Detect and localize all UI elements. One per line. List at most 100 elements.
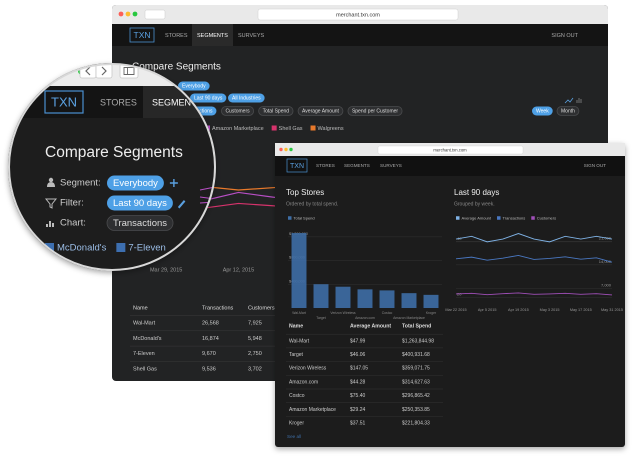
chip-label[interactable]: Total Spend xyxy=(263,109,290,115)
legend-label: Customers xyxy=(537,215,556,220)
legend-label: Average Amount xyxy=(462,215,492,220)
table-cell: Amazon.com xyxy=(289,379,318,385)
chip-label[interactable]: Transactions xyxy=(113,218,167,229)
chip-label[interactable]: Everybody xyxy=(113,178,158,189)
chip-bg xyxy=(190,93,227,103)
window-bg xyxy=(275,143,625,447)
edit-icon[interactable] xyxy=(177,200,186,209)
chip[interactable]: Last 90 days xyxy=(190,93,227,103)
bar xyxy=(401,293,417,308)
forward-button[interactable] xyxy=(95,64,113,79)
chip-label[interactable]: Average Amount xyxy=(302,109,339,115)
chip[interactable]: Average Amount xyxy=(297,106,344,116)
bar xyxy=(335,286,351,308)
logo-box xyxy=(286,158,308,173)
chip-label[interactable]: Week xyxy=(536,109,549,115)
chip[interactable]: Total Spend xyxy=(258,106,294,116)
panel-title: Last 90 days xyxy=(454,188,499,197)
chip-label[interactable]: Spend per Customer xyxy=(352,109,398,115)
table-cell: 7,925 xyxy=(248,320,262,326)
chip[interactable]: Week xyxy=(532,106,553,116)
add-icon[interactable] xyxy=(169,179,178,187)
x-tick-label: Mar 22 2015 xyxy=(445,308,466,312)
nav-link[interactable]: STORES xyxy=(165,33,188,39)
x-tick-label: Wal-Mart xyxy=(292,311,306,315)
chip-label[interactable]: Customers xyxy=(225,109,250,115)
legend-label: McDonald's xyxy=(57,243,107,254)
nav-button[interactable] xyxy=(144,9,166,20)
nav-link[interactable]: SURVEYS xyxy=(238,33,265,39)
table-header: Total Spend xyxy=(402,323,431,329)
legend-label: Amazon Marketplace xyxy=(212,126,264,132)
table-cell: 26,568 xyxy=(202,320,219,326)
window-button[interactable] xyxy=(132,11,138,17)
nav-link[interactable]: SEGMENTS xyxy=(152,97,203,107)
nav-link[interactable]: SURVEYS xyxy=(380,163,402,168)
bar xyxy=(423,294,439,308)
nav-link[interactable]: SEGMENTS xyxy=(197,33,228,39)
page-title: Compare Segments xyxy=(45,144,183,161)
table-cell: $46.06 xyxy=(350,352,366,358)
window-button[interactable] xyxy=(284,147,288,152)
legend-swatch xyxy=(456,216,460,220)
logo: TXN xyxy=(290,163,304,170)
table-cell: $359,071.75 xyxy=(402,366,430,372)
logo: TXN xyxy=(51,94,77,109)
table-header: Customers xyxy=(248,305,275,311)
chip-label[interactable]: Last 90 days xyxy=(194,96,223,102)
x-tick-label: Amazon.com xyxy=(355,316,375,320)
series-line xyxy=(455,255,613,263)
series-line xyxy=(455,233,613,243)
chip[interactable]: Transactions xyxy=(106,215,174,231)
bar-icon xyxy=(576,98,582,103)
chip[interactable]: All Industries xyxy=(228,93,265,103)
chip-label[interactable]: Everybody xyxy=(182,84,206,90)
nav-link[interactable]: STORES xyxy=(100,97,137,107)
chip[interactable]: Everybody xyxy=(178,81,210,91)
table-cell: 7-Eleven xyxy=(133,351,155,357)
chip-label[interactable]: Last 90 days xyxy=(113,198,167,209)
bar xyxy=(357,289,373,308)
window-button[interactable] xyxy=(289,147,293,152)
sign-out[interactable]: SIGN OUT xyxy=(584,163,606,168)
chip[interactable]: Spend per Customer xyxy=(347,106,403,116)
address-bar[interactable] xyxy=(377,145,524,155)
chip-bg xyxy=(107,175,164,191)
row-label: Chart: xyxy=(60,218,86,229)
table-cell: $44.28 xyxy=(350,379,366,385)
table-cell: Kroger xyxy=(289,421,304,427)
legend-label: Transactions xyxy=(503,215,526,220)
sign-out[interactable]: SIGN OUT xyxy=(551,33,578,39)
table-header: Name xyxy=(289,323,303,329)
window-button[interactable] xyxy=(118,11,124,17)
window-button[interactable] xyxy=(46,67,54,75)
x-tick-label: Target xyxy=(316,316,325,320)
chip[interactable]: Last 90 days xyxy=(107,195,173,211)
table-cell: $1,263,844.98 xyxy=(402,338,434,344)
x-tick-label: May 31 2015 xyxy=(601,308,623,312)
chip[interactable]: Everybody xyxy=(107,175,164,191)
see-all-link[interactable]: See all xyxy=(287,434,301,439)
table-cell: Verizon Wireless xyxy=(289,366,327,372)
logo-box xyxy=(44,90,84,114)
legend-swatch xyxy=(116,243,126,252)
segment-icon xyxy=(47,177,55,187)
address-bar[interactable] xyxy=(257,8,459,21)
legend-swatch xyxy=(271,125,277,131)
window-button[interactable] xyxy=(279,147,283,152)
chip[interactable]: Month xyxy=(556,106,580,116)
table-header: Name xyxy=(133,305,148,311)
panel-subtitle: Ordered by total spend. xyxy=(286,201,338,207)
chip-bg xyxy=(297,106,344,116)
chip[interactable]: Customers xyxy=(221,106,255,116)
chip-label[interactable]: Month xyxy=(561,109,575,115)
table-cell: 5,948 xyxy=(248,336,262,342)
window-button[interactable] xyxy=(125,11,131,17)
nav-link[interactable]: SEGMENTS xyxy=(344,163,370,168)
chip-label[interactable]: All Industries xyxy=(232,96,261,102)
table-cell: $147.05 xyxy=(350,366,368,372)
table-cell: $29.24 xyxy=(350,407,366,413)
table-cell: Target xyxy=(289,352,304,358)
nav-link[interactable]: STORES xyxy=(316,163,335,168)
